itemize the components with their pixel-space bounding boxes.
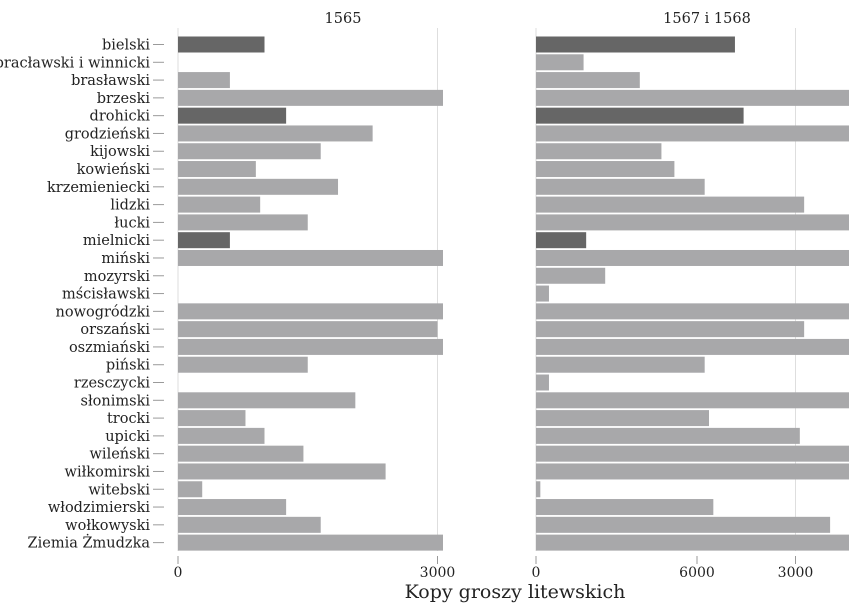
category-label: kowieński	[77, 162, 151, 178]
category-label: brasławski	[71, 73, 150, 89]
bar-1-16	[178, 321, 438, 338]
bar-1-20	[178, 392, 356, 409]
category-label: lidzki	[110, 198, 150, 214]
bar-2-17	[536, 338, 849, 355]
bar-2-16	[536, 321, 805, 338]
bar-2-2	[536, 72, 640, 89]
bar-2-25	[536, 481, 541, 498]
bar-1-25	[178, 481, 203, 498]
bar-2-12	[536, 249, 849, 266]
bar-1-7	[178, 161, 256, 178]
bar-2-3	[536, 89, 849, 106]
panel-title-2: 1567 i 1568	[663, 11, 751, 27]
category-label: wołkowyski	[65, 518, 150, 534]
category-label: bracławski i winnicki	[0, 55, 150, 71]
bar-1-11	[178, 232, 230, 249]
bar-2-23	[536, 445, 849, 462]
bar-2-13	[536, 267, 606, 284]
bar-1-15	[178, 303, 443, 320]
bar-2-28	[536, 534, 849, 551]
bar-2-6	[536, 143, 662, 160]
category-label: łucki	[114, 215, 150, 231]
bar-1-18	[178, 356, 308, 373]
bar-2-27	[536, 516, 831, 533]
bar-1-5	[178, 125, 373, 142]
category-label: bielski	[102, 38, 150, 54]
x-tick-label: 0	[174, 565, 183, 581]
bar-2-1	[536, 54, 584, 71]
category-label: nowogródzki	[56, 304, 151, 320]
category-label: słonimski	[81, 393, 151, 409]
category-label: mielnicki	[83, 233, 150, 249]
category-label: wiłkomirski	[65, 464, 151, 480]
bar-2-26	[536, 499, 714, 516]
bar-1-21	[178, 410, 246, 427]
category-label: rzesczycki	[74, 376, 150, 392]
x-tick-label: 3000	[778, 565, 814, 581]
category-label: upicki	[105, 429, 150, 445]
category-label: wileński	[90, 447, 151, 463]
bar-1-2	[178, 72, 230, 89]
bar-2-4	[536, 107, 744, 124]
x-tick-label: 6000	[679, 565, 715, 581]
bar-1-0	[178, 36, 265, 53]
bar-2-21	[536, 410, 709, 427]
category-label: miński	[101, 251, 150, 267]
category-label: włodzimierski	[48, 500, 151, 516]
category-label: drohicki	[90, 109, 151, 125]
category-label: brzeski	[97, 91, 151, 107]
panel-title-1: 1565	[325, 11, 362, 27]
bar-1-10	[178, 214, 308, 231]
bar-1-9	[178, 196, 261, 213]
bar-2-22	[536, 427, 800, 444]
category-label: witebski	[88, 482, 150, 498]
x-tick-label: 3000	[420, 565, 456, 581]
category-label: Ziemia Żmudzka	[28, 534, 151, 552]
category-label: oszmiański	[69, 340, 150, 356]
bar-2-24	[536, 463, 849, 480]
category-label: piński	[106, 358, 150, 374]
bar-1-24	[178, 463, 386, 480]
bar-2-9	[536, 196, 805, 213]
bar-1-6	[178, 143, 321, 160]
bar-1-4	[178, 107, 287, 124]
bar-1-22	[178, 427, 265, 444]
category-label: grodzieński	[65, 126, 151, 142]
bar-1-26	[178, 499, 287, 516]
bar-2-20	[536, 392, 849, 409]
bar-2-7	[536, 161, 675, 178]
bar-1-8	[178, 178, 339, 195]
category-label: krzemieniecki	[47, 180, 150, 196]
x-tick-label: 0	[532, 565, 541, 581]
bar-2-14	[536, 285, 549, 302]
bar-2-0	[536, 36, 735, 53]
bar-2-10	[536, 214, 849, 231]
category-label: mozyrski	[84, 269, 150, 285]
bar-1-28	[178, 534, 443, 551]
bar-2-11	[536, 232, 587, 249]
bar-1-27	[178, 516, 321, 533]
category-label: orszański	[80, 322, 150, 338]
bar-2-15	[536, 303, 849, 320]
category-label: trocki	[107, 411, 150, 427]
bar-2-19	[536, 374, 549, 391]
bar-1-17	[178, 338, 443, 355]
category-label: mścisławski	[62, 287, 150, 303]
bar-2-5	[536, 125, 849, 142]
category-label: kijowski	[90, 144, 150, 160]
bar-1-12	[178, 249, 443, 266]
x-axis-label: Kopy groszy litewskich	[405, 581, 626, 603]
bar-2-18	[536, 356, 705, 373]
bar-1-23	[178, 445, 304, 462]
bar-1-3	[178, 89, 443, 106]
bar-2-8	[536, 178, 705, 195]
